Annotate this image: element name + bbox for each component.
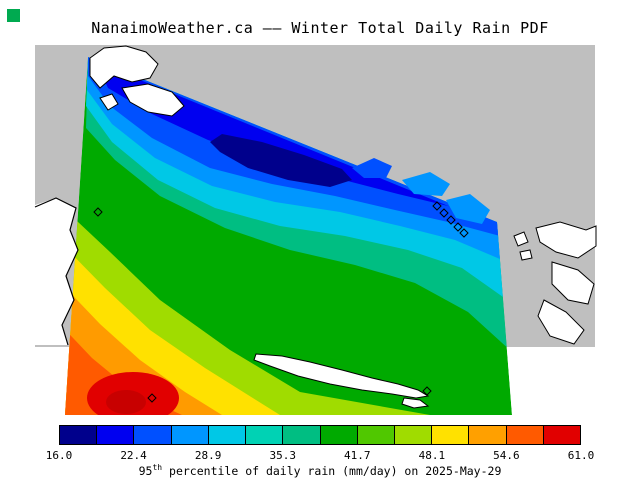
colorbar-segment <box>60 426 98 444</box>
colorbar-segment <box>357 426 395 444</box>
colorbar-segment <box>246 426 284 444</box>
island-right-middle <box>551 261 595 305</box>
station-marker-diamond <box>453 222 463 232</box>
coastline-islands <box>89 45 597 409</box>
band-red-core <box>106 390 146 414</box>
colorbar-segment <box>469 426 507 444</box>
station-marker-diamond <box>439 208 449 218</box>
colorbar <box>59 425 581 445</box>
station-marker-diamond <box>147 393 157 403</box>
islet-top-left <box>99 93 119 111</box>
caption-superscript: th <box>152 463 163 472</box>
station-marker-diamond <box>432 201 442 211</box>
caption-value: 95 <box>138 463 153 478</box>
colorbar-caption: 95th percentile of daily rain (mm/day) o… <box>0 463 640 478</box>
corner-marker-square <box>7 9 20 22</box>
station-marker-diamond <box>446 215 456 225</box>
station-marker-diamond <box>459 228 469 238</box>
band-orange-red <box>65 318 182 415</box>
colorbar-segment <box>97 426 135 444</box>
band-navy-minimum <box>210 134 352 187</box>
inlet-water-patch <box>352 158 392 178</box>
page-title: NanaimoWeather.ca —— Winter Total Daily … <box>91 19 549 37</box>
colorbar-segment <box>134 426 172 444</box>
colorbar-segment <box>543 426 581 444</box>
colorbar-segment <box>506 426 544 444</box>
colorbar-tick-label: 41.7 <box>344 449 371 462</box>
inlet-water-patch <box>446 194 490 224</box>
colorbar-segment <box>283 426 321 444</box>
island-top-left-small <box>121 83 185 117</box>
colorbar-tick-label: 28.9 <box>194 449 222 462</box>
colorbar-tick-label: 61.0 <box>567 449 595 462</box>
islet-right-edge <box>513 231 529 247</box>
vancouver-island-land <box>35 198 78 345</box>
colorbar-tick-label: 35.3 <box>269 449 296 462</box>
station-marker-diamond <box>93 207 103 217</box>
vancouver-island-coastline <box>34 197 79 346</box>
colorbar-segment <box>171 426 209 444</box>
inlet-water-patch <box>402 172 450 196</box>
colorbar-tick-label: 22.4 <box>120 449 147 462</box>
colorbar-tick-label: 48.1 <box>418 449 446 462</box>
colorbar-segment <box>208 426 247 444</box>
caption-text: percentile of daily rain (mm/day) on 202… <box>162 463 502 478</box>
islet-bottom <box>401 397 430 409</box>
island-right-upper <box>535 221 597 259</box>
island-right-lower <box>537 299 585 345</box>
colorbar-tick-label: 16.0 <box>45 449 73 462</box>
station-markers-group <box>93 201 469 403</box>
colorbar-tick-labels: 16.0 22.4 28.9 35.3 41.7 48.1 54.6 61.0 <box>46 449 595 463</box>
colorbar-segment <box>320 426 358 444</box>
colorbar-segment <box>432 426 470 444</box>
station-marker-diamond <box>422 386 432 396</box>
islet-right-edge <box>519 249 533 261</box>
island-bottom-elongated <box>253 353 430 399</box>
island-top-left-large <box>89 45 159 89</box>
colorbar-segment <box>394 426 433 444</box>
colorbar-tick-label: 54.6 <box>493 449 520 462</box>
